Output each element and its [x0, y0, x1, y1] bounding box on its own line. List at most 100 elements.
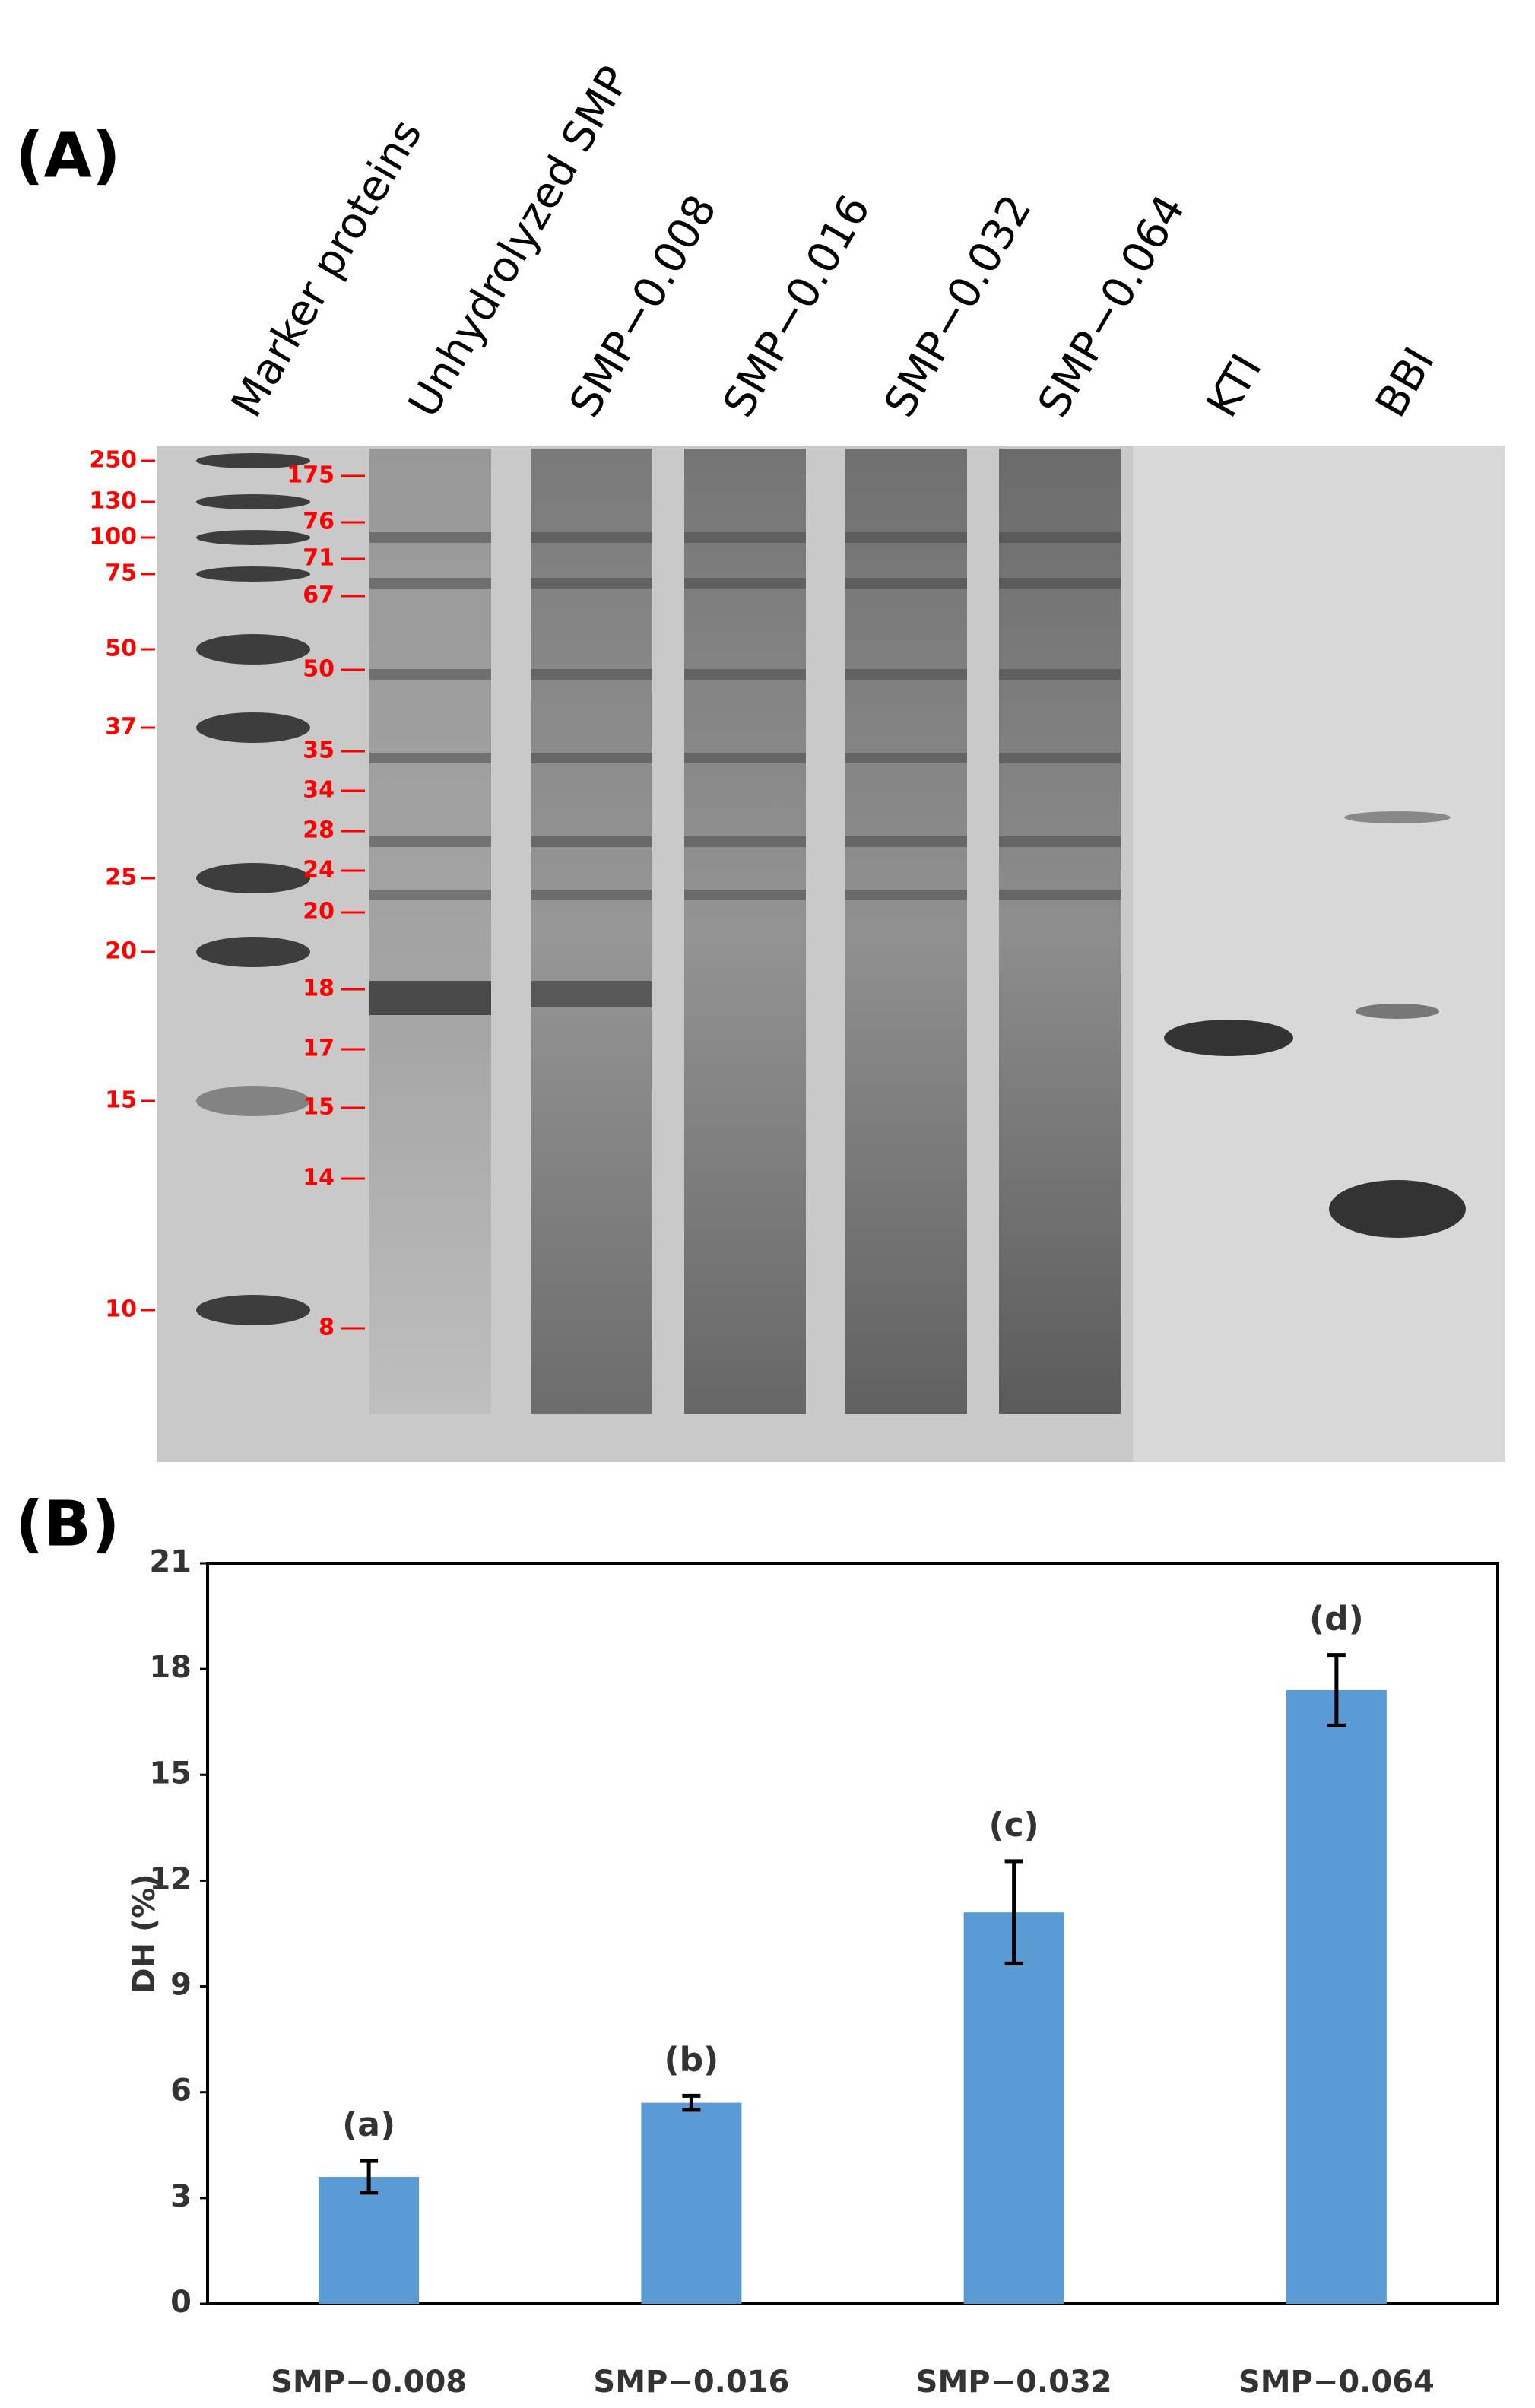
gel-band	[369, 836, 491, 847]
inner-marker-label: 14	[303, 1165, 335, 1191]
inner-marker-label: 34	[303, 777, 335, 804]
gel-band	[531, 532, 652, 543]
inner-marker-label: 20	[303, 899, 335, 925]
gel-band	[845, 532, 967, 543]
gel-band	[845, 753, 967, 763]
gel-band	[531, 981, 652, 1007]
y-tick-label: 15	[149, 1756, 192, 1791]
inner-marker-label: 35	[303, 738, 335, 764]
marker-band	[196, 494, 310, 509]
gel-band	[369, 532, 491, 543]
gel-band	[369, 669, 491, 680]
bar	[963, 1912, 1064, 2304]
marker-label: 10	[105, 1296, 137, 1323]
panel-label: (B)	[15, 1488, 119, 1560]
gel-band	[845, 890, 967, 900]
gel-band	[684, 753, 806, 763]
gel-band	[369, 578, 491, 589]
inner-marker-label: 15	[303, 1094, 335, 1121]
x-tick-label: SMP−0.064	[1238, 2365, 1435, 2400]
marker-band	[196, 1086, 310, 1116]
plot-frame	[206, 1562, 1499, 2305]
y-tick-label: 12	[149, 1861, 192, 1896]
inner-marker-label: 18	[303, 976, 335, 1002]
marker-label: 25	[105, 865, 137, 891]
gel-band	[1356, 1004, 1439, 1019]
y-tick-label: 6	[170, 2073, 192, 2108]
gel-band	[1344, 811, 1451, 823]
gel-band	[369, 753, 491, 763]
gel-band	[684, 890, 806, 900]
marker-label: 37	[105, 714, 137, 741]
gel-band	[999, 836, 1121, 847]
inner-marker-label: 71	[303, 545, 335, 572]
gel-band	[684, 532, 806, 543]
marker-label: 250	[89, 447, 137, 474]
gel-lane	[684, 449, 806, 1414]
bar	[319, 2177, 420, 2304]
gel-band	[999, 890, 1121, 900]
marker-band	[196, 634, 310, 665]
marker-band	[196, 530, 310, 545]
gel-band	[369, 981, 491, 1015]
marker-band	[196, 863, 310, 893]
x-tick-label: SMP−0.016	[593, 2365, 789, 2400]
y-tick-label: 18	[149, 1650, 192, 1685]
marker-label: 15	[105, 1087, 137, 1114]
gel-band	[999, 669, 1121, 680]
gel-lane	[845, 449, 967, 1414]
gel-band	[845, 578, 967, 589]
marker-label: 50	[105, 636, 137, 662]
inner-marker-label: 67	[303, 582, 335, 609]
marker-label: 20	[105, 938, 137, 965]
bar	[1286, 1689, 1387, 2304]
y-tick-label: 0	[170, 2285, 192, 2320]
inner-marker-label: 76	[303, 509, 335, 535]
lane-label: SMP−0.016	[714, 187, 880, 426]
marker-label: 130	[89, 488, 137, 515]
y-tick-label: 3	[170, 2179, 192, 2214]
gel-band	[531, 578, 652, 589]
lane-label: BBI	[1366, 339, 1445, 425]
gel-band	[369, 890, 491, 900]
gel-band	[845, 836, 967, 847]
lane-label: Marker proteins	[222, 111, 432, 425]
y-tick-label: 21	[149, 1544, 192, 1579]
gel-lane	[531, 449, 652, 1414]
marker-band	[196, 937, 310, 967]
gel-band	[845, 669, 967, 680]
marker-band	[196, 453, 310, 468]
inner-marker-label: 28	[303, 817, 335, 844]
bar	[641, 2102, 742, 2304]
gel-band	[684, 669, 806, 680]
panel-label: (A)	[15, 119, 120, 192]
marker-label: 100	[89, 524, 137, 550]
lane-label: SMP−0.064	[1029, 187, 1195, 426]
gel-lane	[999, 449, 1121, 1414]
significance-letter: (d)	[1309, 1600, 1364, 1639]
y-axis-label: DH (%)	[127, 1873, 162, 1993]
significance-letter: (b)	[664, 2040, 719, 2079]
x-tick-label: SMP−0.008	[271, 2365, 467, 2400]
lane-label: SMP−0.008	[560, 187, 727, 426]
gel-band	[1329, 1180, 1466, 1238]
gel-light	[1133, 446, 1505, 1462]
gel-band	[999, 578, 1121, 589]
marker-label: 75	[105, 560, 137, 587]
gel-lane	[369, 449, 491, 1414]
gel-band	[531, 753, 652, 763]
significance-letter: (c)	[988, 1806, 1039, 1845]
gel-band	[531, 669, 652, 680]
gel-band	[999, 532, 1121, 543]
x-tick-label: SMP−0.032	[916, 2365, 1112, 2400]
inner-marker-label: 17	[303, 1036, 335, 1062]
inner-marker-label: 175	[287, 462, 335, 489]
marker-band	[196, 1295, 310, 1325]
gel-band	[684, 578, 806, 589]
gel-band	[684, 836, 806, 847]
y-tick-label: 9	[170, 1968, 192, 2003]
gel-band	[999, 753, 1121, 763]
gel-band	[1164, 1020, 1293, 1056]
gel-band	[531, 890, 652, 900]
